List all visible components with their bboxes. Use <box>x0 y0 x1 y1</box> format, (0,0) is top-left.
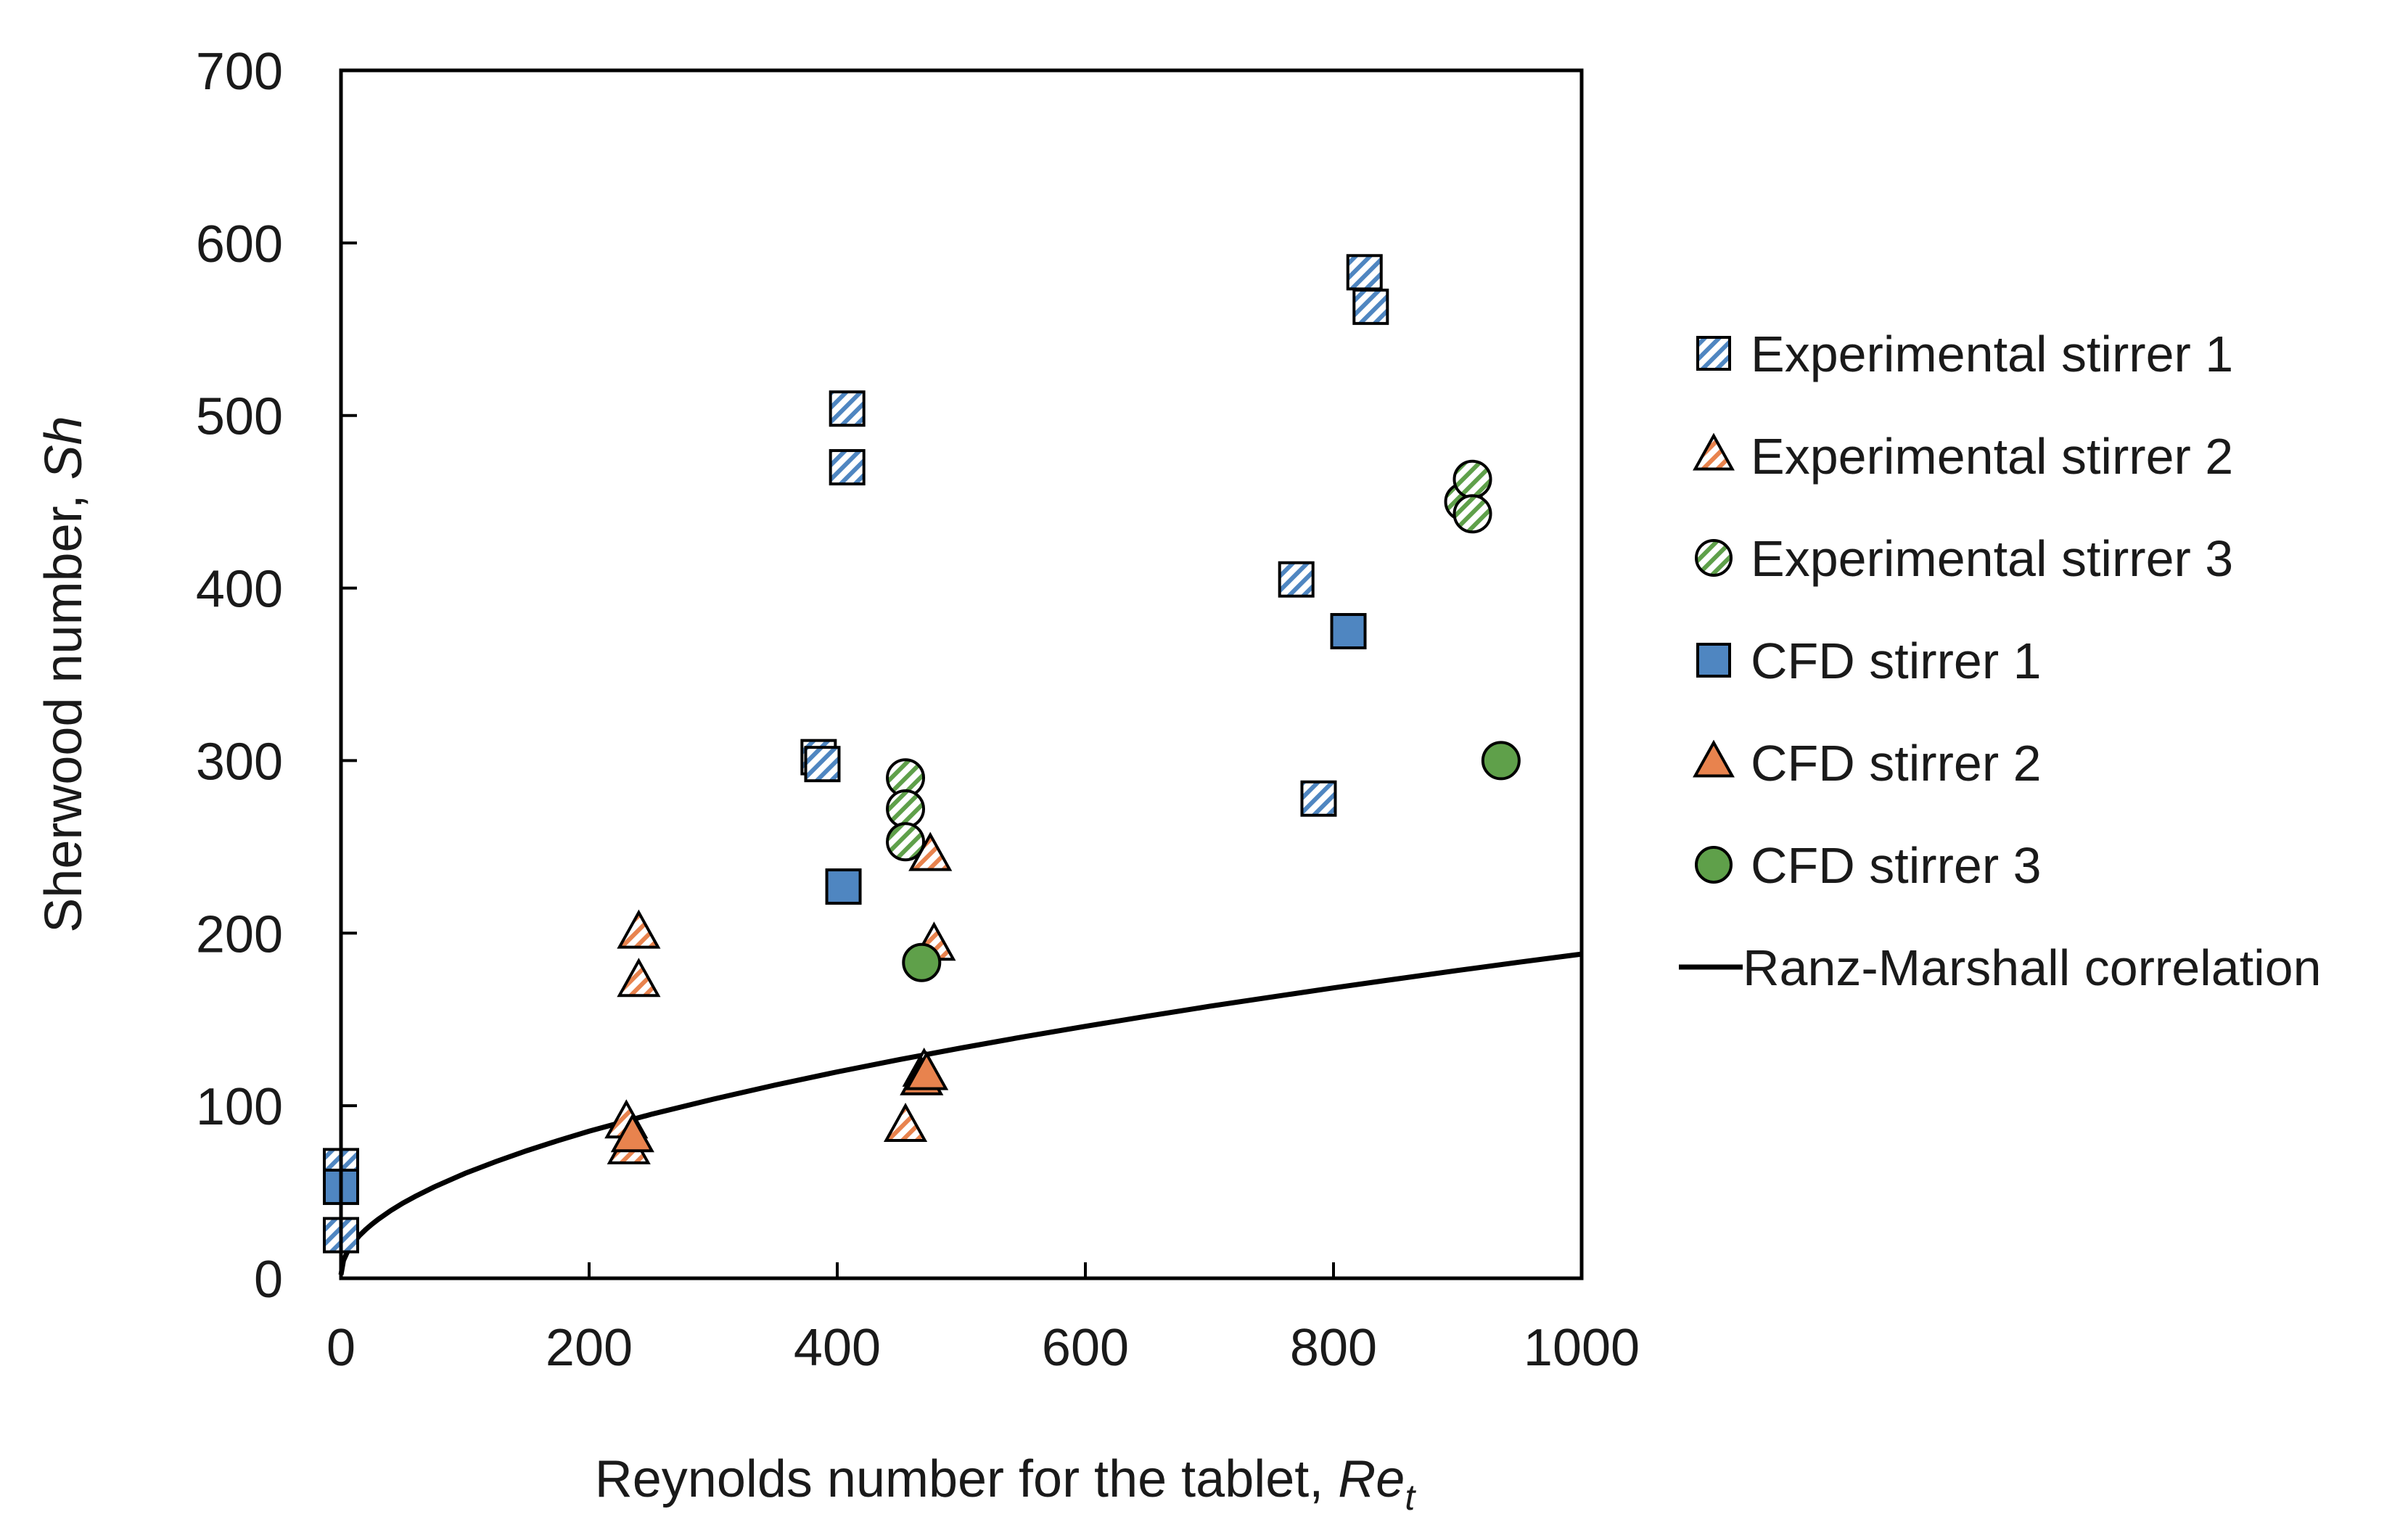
x-tick-label: 0 <box>326 1319 356 1377</box>
legend-label: CFD stirrer 3 <box>1751 837 2042 894</box>
plot-frame <box>339 68 1584 1280</box>
experimental-stirrer-2-point <box>617 958 661 998</box>
y-axis-label: Sherwood number, Sh <box>35 416 93 932</box>
y-tick-label: 300 <box>196 733 283 791</box>
y-tick-label: 500 <box>196 388 283 446</box>
cfd-stirrer-3-legend-marker <box>1695 846 1733 884</box>
y-tick-label: 400 <box>196 561 283 619</box>
ranz-marshall-line <box>338 951 1582 1275</box>
experimental-stirrer-3-point <box>886 822 926 862</box>
experimental-stirrer-1-point <box>829 449 866 486</box>
cfd-stirrer-3-point <box>902 942 942 982</box>
y-axis-label-text: Sherwood number, <box>35 480 93 932</box>
cfd-stirrer-1-point <box>825 868 862 905</box>
y-tick-label: 0 <box>254 1251 283 1309</box>
experimental-stirrer-3-point <box>1452 459 1492 499</box>
cfd-stirrer-2-legend-marker <box>1693 739 1735 778</box>
experimental-stirrer-3-point <box>1452 494 1492 534</box>
legend-label: CFD stirrer 1 <box>1751 633 2042 689</box>
experimental-stirrer-2-point <box>883 1103 928 1143</box>
experimental-stirrer-1-point <box>1346 254 1383 291</box>
cfd-stirrer-2-point <box>905 1050 949 1090</box>
x-tick-label: 600 <box>1042 1319 1129 1377</box>
y-tick-label: 600 <box>196 215 283 274</box>
x-axis-label: Reynolds number for the tablet, Ret <box>595 1450 1417 1518</box>
cfd-stirrer-1-point <box>1330 613 1367 650</box>
x-tick-label: 800 <box>1290 1319 1377 1377</box>
legend-label: Experimental stirrer 1 <box>1751 326 2233 382</box>
experimental-stirrer-1-point <box>1300 780 1337 817</box>
x-axis-label-subscript: t <box>1405 1477 1416 1518</box>
experimental-stirrer-2-legend-marker <box>1693 432 1735 471</box>
cfd-stirrer-3-point <box>1481 741 1521 781</box>
cfd-stirrer-1-legend-marker <box>1696 643 1731 678</box>
correlation-line-layer <box>338 951 1582 1275</box>
y-tick-label: 100 <box>196 1078 283 1136</box>
legend-label: Ranz-Marshall correlation <box>1743 939 2322 996</box>
tick-labels-layer: 0 200 400 600 800 1000 0 100 200 300 400 500 600 700 <box>196 43 1640 1377</box>
experimental-stirrer-2-point <box>617 909 661 949</box>
x-axis-label-text: Reynolds number for the tablet, <box>595 1450 1339 1508</box>
legend-label: Experimental stirrer 3 <box>1751 530 2233 587</box>
experimental-stirrer-1-point <box>829 390 866 427</box>
legend-label: Experimental stirrer 2 <box>1751 428 2233 485</box>
x-tick-label: 200 <box>546 1319 633 1377</box>
x-axis-label-symbol: Re <box>1338 1450 1405 1508</box>
experimental-stirrer-1-legend-marker <box>1696 336 1731 371</box>
x-tick-label: 400 <box>794 1319 881 1377</box>
experimental-stirrer-1-point <box>1278 561 1315 598</box>
y-axis-label-symbol: Sh <box>35 416 93 480</box>
experimental-stirrer-1-point <box>1352 288 1389 325</box>
y-tick-label: 700 <box>196 43 283 101</box>
data-points-layer <box>323 254 1521 1254</box>
cfd-stirrer-2-point <box>610 1113 654 1153</box>
experimental-stirrer-3-point <box>886 789 926 829</box>
y-tick-label: 200 <box>196 905 283 963</box>
legend-label: CFD stirrer 2 <box>1751 735 2042 791</box>
experimental-stirrer-3-legend-marker <box>1695 539 1733 577</box>
x-tick-label: 1000 <box>1524 1319 1640 1377</box>
legend: Experimental stirrer 1 Experimental stirr… <box>1679 326 2322 996</box>
experimental-stirrer-1-point <box>804 746 841 783</box>
